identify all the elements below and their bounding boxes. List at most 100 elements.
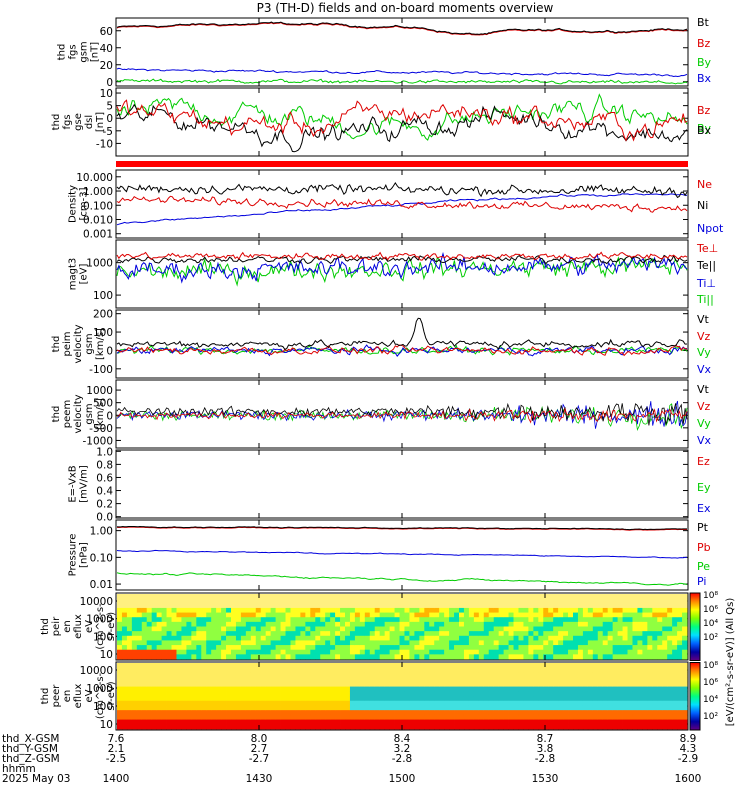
spectrogram-cell [201,700,207,706]
spectrogram-cell [538,631,544,637]
spectrogram-cell [612,686,619,692]
spectrogram-cell [191,686,197,692]
spectrogram-cell [151,705,158,711]
spectrogram-cell [677,691,683,697]
spectrogram-cell [543,667,549,673]
spectrogram-cell [245,719,252,725]
spectrogram-cell [672,700,678,706]
spectrogram-cell [419,667,425,673]
spectrogram-cell [404,681,410,687]
xaxis-row-label: thd_X-GSM [2,733,59,745]
spectrogram-cell [632,705,638,711]
spectrogram-cell [196,635,202,641]
spectrogram-cell [677,710,683,716]
spectrogram-cell [310,640,316,646]
spectrogram-cell [211,667,217,673]
spectrogram-cell [216,663,222,669]
spectrogram-cell [508,654,514,660]
spectrogram-cell [136,681,143,687]
spectrogram-cell [647,594,653,600]
spectrogram-cell [399,710,405,716]
spectrogram-cell [627,714,633,720]
spectrogram-cell [310,598,316,604]
spectrogram-cell [478,677,485,683]
spectrogram-cell [424,724,430,730]
spectrogram-cell [518,724,524,730]
spectrogram-cell [151,635,158,641]
spectrogram-cell [260,631,267,637]
spectrogram-cell [399,612,405,618]
spectrogram-cell [587,672,594,678]
spectrogram-cell [503,598,509,604]
spectrogram-cell [156,700,163,706]
spectrogram-cell [503,635,509,641]
spectrogram-cell [315,714,321,720]
spectrogram-cell [647,640,653,646]
spectrogram-cell [528,672,534,678]
spectrogram-cell [305,635,311,641]
spectrogram-cell [429,617,435,623]
ylabel-line: (cm^2-s- [95,603,106,650]
spectrogram-cell [300,654,306,660]
spectrogram-cell [131,621,138,627]
spectrogram-cell [573,663,579,669]
spectrogram-cell [602,686,609,692]
spectrogram-cell [216,654,222,660]
spectrogram-cell [384,667,391,673]
spectrogram-cell [166,640,172,646]
spectrogram-cell [662,710,668,716]
spectrogram-cell [245,607,252,613]
spectrogram-cell [295,705,301,711]
spectrogram-cell [657,691,663,697]
spectrogram-cell [528,594,534,600]
spectrogram-cell [176,594,182,600]
spectrogram-cell [538,635,544,641]
spectrogram-cell [260,654,267,660]
spectrogram-cell [518,663,524,669]
spectrogram-cell [364,696,371,702]
spectrogram-cell [662,626,668,632]
spectrogram-cell [121,612,128,618]
spectrogram-cell [478,594,485,600]
spectrogram-cell [270,598,277,604]
spectrogram-cell [354,714,361,720]
spectrogram-cell [117,598,123,604]
xaxis-value: 2.7 [251,743,268,755]
spectrogram-cell [617,724,623,730]
spectrogram-cell [136,645,143,651]
ylabel-line: magt3 [68,258,79,291]
spectrogram-cell [622,631,628,637]
spectrogram-cell [270,691,277,697]
spectrogram-cell [414,691,420,697]
spectrogram-cell [117,677,123,683]
spectrogram-cell [513,626,519,632]
spectrogram-cell [662,654,668,660]
spectrogram-cell [652,714,658,720]
spectrogram-cell [275,649,281,655]
spectrogram-cell [320,607,326,613]
spectrogram-cell [315,724,321,730]
spectrogram-cell [617,719,623,725]
spectrogram-cell [389,705,395,711]
spectrogram-cell [245,621,252,627]
spectrogram-cell [493,691,500,697]
spectrogram-cell [672,631,678,637]
spectrogram-cell [632,691,638,697]
spectrogram-cell [340,635,346,641]
spectrogram-cell [310,677,316,683]
spectrogram-cell [459,603,465,609]
spectrogram-cell [325,700,331,706]
spectrogram-cell [345,667,351,673]
spectrogram-cell [161,631,167,637]
spectrogram-cell [161,686,167,692]
spectrogram-cell [488,594,495,600]
spectrogram-cell [379,719,386,725]
spectrogram-cell [459,607,465,613]
spectrogram-cell [508,631,514,637]
spectrogram-cell [270,696,277,702]
spectrogram-cell [642,649,648,655]
spectrogram-cell [340,594,346,600]
spectrogram-cell [622,621,628,627]
spectrogram-cell [354,724,361,730]
spectrogram-cell [459,626,465,632]
